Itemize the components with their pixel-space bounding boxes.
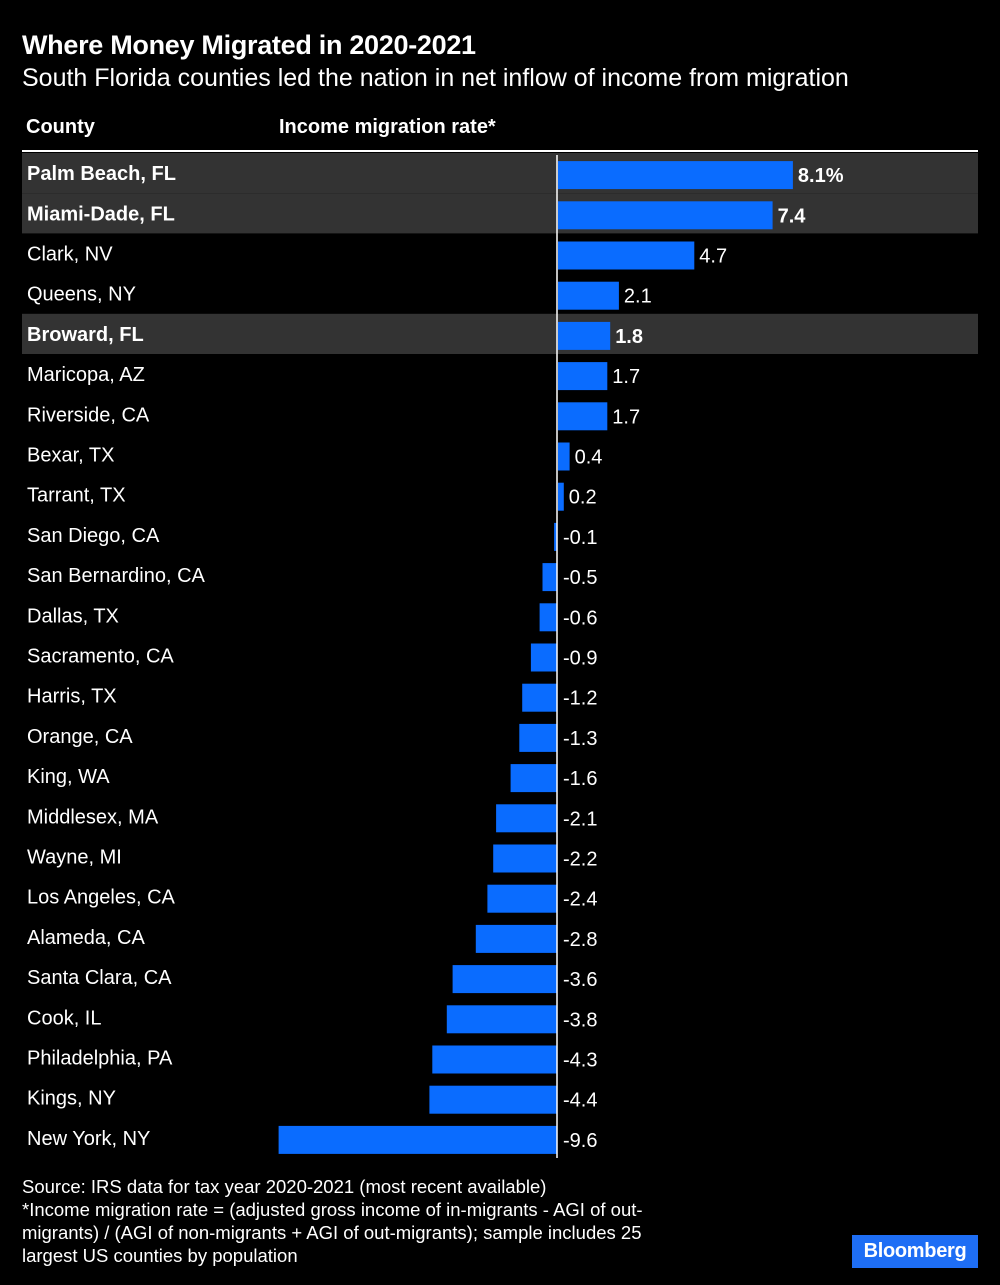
county-label-broward-fl: Broward, FL bbox=[27, 324, 144, 346]
county-label-orange-ca: Orange, CA bbox=[27, 726, 133, 748]
value-label-cook-il: -3.8 bbox=[563, 1009, 597, 1031]
value-label-sacramento-ca: -0.9 bbox=[563, 648, 597, 670]
bar-clark-nv bbox=[558, 241, 695, 270]
value-label-broward-fl: 1.8 bbox=[615, 326, 643, 348]
highlight-row-palm-beach-fl bbox=[22, 153, 978, 194]
value-label-bexar-tx: 0.4 bbox=[575, 447, 603, 469]
value-label-dallas-tx: -0.6 bbox=[563, 607, 597, 629]
value-label-riverside-ca: 1.7 bbox=[612, 406, 640, 428]
bar-philadelphia-pa bbox=[432, 1045, 557, 1074]
bar-miami-dade-fl bbox=[558, 201, 773, 230]
county-label-bexar-tx: Bexar, TX bbox=[27, 445, 114, 467]
bar-wayne-mi bbox=[493, 844, 557, 873]
bar-sacramento-ca bbox=[530, 643, 557, 672]
chart-title: Where Money Migrated in 2020-2021 bbox=[22, 30, 476, 60]
value-label-philadelphia-pa: -4.3 bbox=[563, 1050, 597, 1072]
county-label-cook-il: Cook, IL bbox=[27, 1007, 101, 1029]
bar-broward-fl bbox=[558, 321, 611, 350]
bar-santa-clara-ca bbox=[452, 965, 557, 994]
value-label-kings-ny: -4.4 bbox=[563, 1090, 597, 1112]
county-column-header: County bbox=[26, 116, 95, 138]
chart-subtitle: South Florida counties led the nation in… bbox=[22, 64, 849, 92]
value-label-palm-beach-fl: 8.1% bbox=[798, 165, 844, 187]
value-label-middlesex-ma: -2.1 bbox=[563, 808, 597, 830]
bar-riverside-ca bbox=[558, 402, 608, 431]
county-label-maricopa-az: Maricopa, AZ bbox=[27, 364, 145, 386]
county-label-new-york-ny: New York, NY bbox=[27, 1128, 150, 1150]
county-label-clark-nv: Clark, NV bbox=[27, 244, 113, 266]
value-label-harris-tx: -1.2 bbox=[563, 688, 597, 710]
county-label-philadelphia-pa: Philadelphia, PA bbox=[27, 1048, 173, 1070]
value-label-new-york-ny: -9.6 bbox=[563, 1130, 597, 1152]
header-divider bbox=[22, 150, 978, 152]
value-label-queens-ny: 2.1 bbox=[624, 286, 652, 308]
highlight-row-broward-fl bbox=[22, 313, 978, 354]
county-label-harris-tx: Harris, TX bbox=[27, 686, 117, 708]
bar-cook-il bbox=[446, 1005, 557, 1034]
bar-orange-ca bbox=[519, 723, 557, 752]
bar-king-wa bbox=[510, 764, 557, 793]
value-label-orange-ca: -1.3 bbox=[563, 728, 597, 750]
county-label-los-angeles-ca: Los Angeles, CA bbox=[27, 887, 176, 909]
county-label-san-diego-ca: San Diego, CA bbox=[27, 525, 160, 547]
value-label-san-diego-ca: -0.1 bbox=[563, 527, 597, 549]
bar-kings-ny bbox=[429, 1085, 557, 1114]
bar-bexar-tx bbox=[558, 442, 570, 471]
bar-queens-ny bbox=[558, 281, 619, 310]
value-label-santa-clara-ca: -3.6 bbox=[563, 969, 597, 991]
county-label-sacramento-ca: Sacramento, CA bbox=[27, 646, 174, 668]
county-label-san-bernardino-ca: San Bernardino, CA bbox=[27, 565, 206, 587]
rate-column-header: Income migration rate* bbox=[279, 116, 496, 138]
bar-maricopa-az bbox=[558, 362, 608, 391]
county-label-king-wa: King, WA bbox=[27, 766, 110, 788]
bar-harris-tx bbox=[522, 683, 557, 712]
county-label-kings-ny: Kings, NY bbox=[27, 1088, 116, 1110]
bloomberg-logo: Bloomberg bbox=[852, 1235, 978, 1268]
footnote-line-3: largest US counties by population bbox=[22, 1245, 298, 1266]
value-label-king-wa: -1.6 bbox=[563, 768, 597, 790]
value-label-wayne-mi: -2.2 bbox=[563, 849, 597, 871]
county-label-tarrant-tx: Tarrant, TX bbox=[27, 485, 126, 507]
value-label-tarrant-tx: 0.2 bbox=[569, 487, 597, 509]
county-label-riverside-ca: Riverside, CA bbox=[27, 404, 150, 426]
value-label-miami-dade-fl: 7.4 bbox=[778, 205, 807, 227]
source-note: Source: IRS data for tax year 2020-2021 … bbox=[22, 1176, 547, 1197]
footnote-line-1: *Income migration rate = (adjusted gross… bbox=[22, 1199, 643, 1220]
bar-dallas-tx bbox=[539, 603, 557, 632]
county-label-palm-beach-fl: Palm Beach, FL bbox=[27, 163, 176, 185]
county-label-dallas-tx: Dallas, TX bbox=[27, 605, 119, 627]
bar-san-bernardino-ca bbox=[542, 563, 557, 592]
county-label-wayne-mi: Wayne, MI bbox=[27, 847, 122, 869]
highlight-row-miami-dade-fl bbox=[22, 193, 978, 234]
value-label-clark-nv: 4.7 bbox=[699, 246, 727, 268]
bar-los-angeles-ca bbox=[487, 884, 557, 913]
bar-middlesex-ma bbox=[496, 804, 557, 833]
county-label-alameda-ca: Alameda, CA bbox=[27, 927, 145, 949]
bar-san-diego-ca bbox=[554, 522, 557, 551]
county-label-middlesex-ma: Middlesex, MA bbox=[27, 806, 159, 828]
value-label-alameda-ca: -2.8 bbox=[563, 929, 597, 951]
bar-alameda-ca bbox=[475, 924, 557, 953]
chart-footer: Source: IRS data for tax year 2020-2021 … bbox=[22, 1175, 822, 1267]
county-label-santa-clara-ca: Santa Clara, CA bbox=[27, 967, 172, 989]
value-label-los-angeles-ca: -2.4 bbox=[563, 889, 597, 911]
bar-tarrant-tx bbox=[558, 482, 564, 511]
value-label-maricopa-az: 1.7 bbox=[612, 366, 640, 388]
bar-new-york-ny bbox=[278, 1125, 557, 1154]
footnote-line-2: migrants) / (AGI of non-migrants + AGI o… bbox=[22, 1222, 642, 1243]
county-label-queens-ny: Queens, NY bbox=[27, 284, 136, 306]
value-label-san-bernardino-ca: -0.5 bbox=[563, 567, 597, 589]
bar-palm-beach-fl bbox=[558, 161, 793, 190]
county-label-miami-dade-fl: Miami-Dade, FL bbox=[27, 203, 175, 225]
